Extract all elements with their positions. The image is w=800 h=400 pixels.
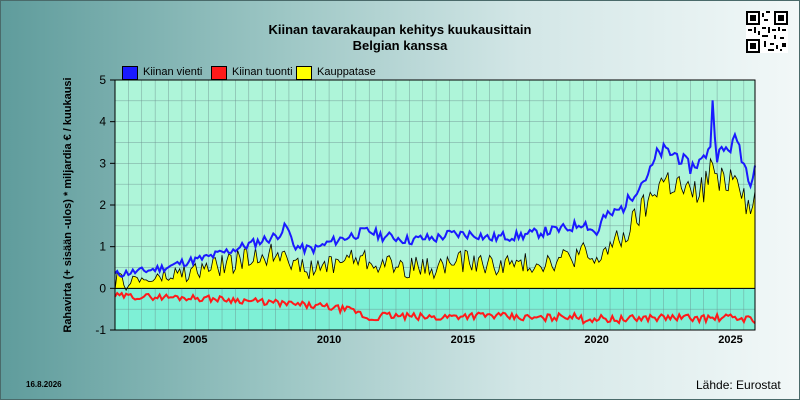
y-tick-label: -1 [95,323,106,337]
y-tick-label: 2 [99,198,106,212]
legend-swatch-export [122,66,138,80]
y-tick-label: 3 [99,156,106,170]
x-tick-label: 2015 [451,334,475,346]
series-import-line [114,291,756,326]
date-label: 16.8.2026 [26,380,62,389]
legend-swatch-balance [296,66,312,80]
series-export-line [114,100,756,278]
qr-code-icon [746,11,788,53]
y-tick-label: 4 [99,115,106,129]
y-tick-label: 1 [99,240,106,254]
x-tick-label: 2020 [584,334,608,346]
source-label: Lähde: Eurostat [696,378,781,392]
legend-label-export: Kiinan vienti [143,66,203,78]
chart-title-line-2: Belgian kanssa [352,38,448,53]
x-tick-label: 2010 [317,334,341,346]
legend-label-import: Kiinan tuonti [232,66,293,78]
chart-title-line-1: Kiinan tavarakaupan kehitys kuukausittai… [268,22,532,37]
y-tick-label: 0 [99,281,106,295]
y-tick-label: 5 [99,73,106,87]
legend-swatch-import [211,66,227,80]
x-axis-ticks: 2005 2010 2015 2020 2025 [183,334,743,346]
y-axis-label: Rahavirta (+ sisään -ulos) * miljardia €… [62,77,74,333]
x-tick-label: 2005 [183,334,207,346]
y-axis-ticks: -1 0 1 2 3 4 5 [95,73,115,337]
legend-label-balance: Kauppatase [317,66,376,78]
x-tick-label: 2025 [718,334,742,346]
series-balance-area [114,157,756,292]
